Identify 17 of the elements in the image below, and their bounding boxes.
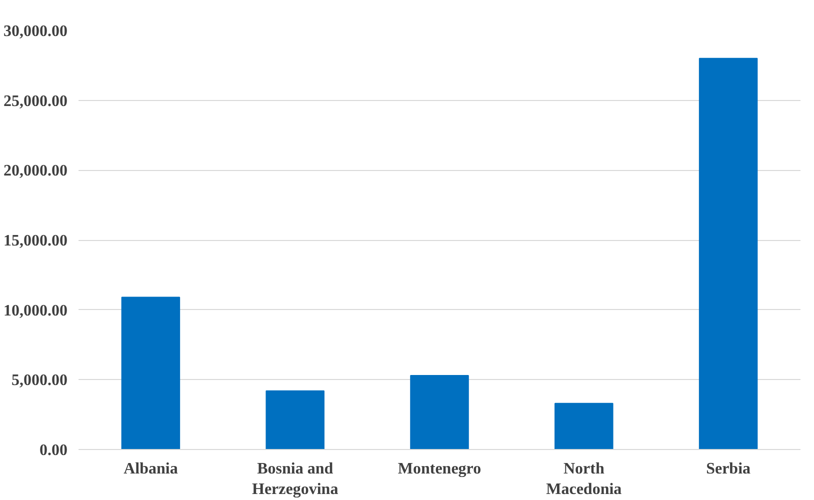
x-tick-label: Montenegro [398,460,482,478]
y-tick-label: 0.00 [40,442,68,459]
bar [266,390,324,450]
y-tick-label: 10,000.00 [4,302,68,320]
y-tick-label: 30,000.00 [4,23,68,40]
y-tick-label: 5,000.00 [12,372,68,390]
bar [554,402,614,450]
x-tick-label: Bosnia and Herzegovina [252,460,338,498]
y-tick-label: 25,000.00 [4,92,68,110]
x-tick-label: Albania [124,460,178,478]
bar [698,58,758,450]
bar [410,374,469,450]
y-tick-label: 20,000.00 [4,162,68,180]
bar [121,296,180,450]
y-tick-label: 15,000.00 [4,232,68,250]
x-tick-label: Serbia [706,460,751,478]
x-tick-label: North Macedonia [546,460,622,498]
